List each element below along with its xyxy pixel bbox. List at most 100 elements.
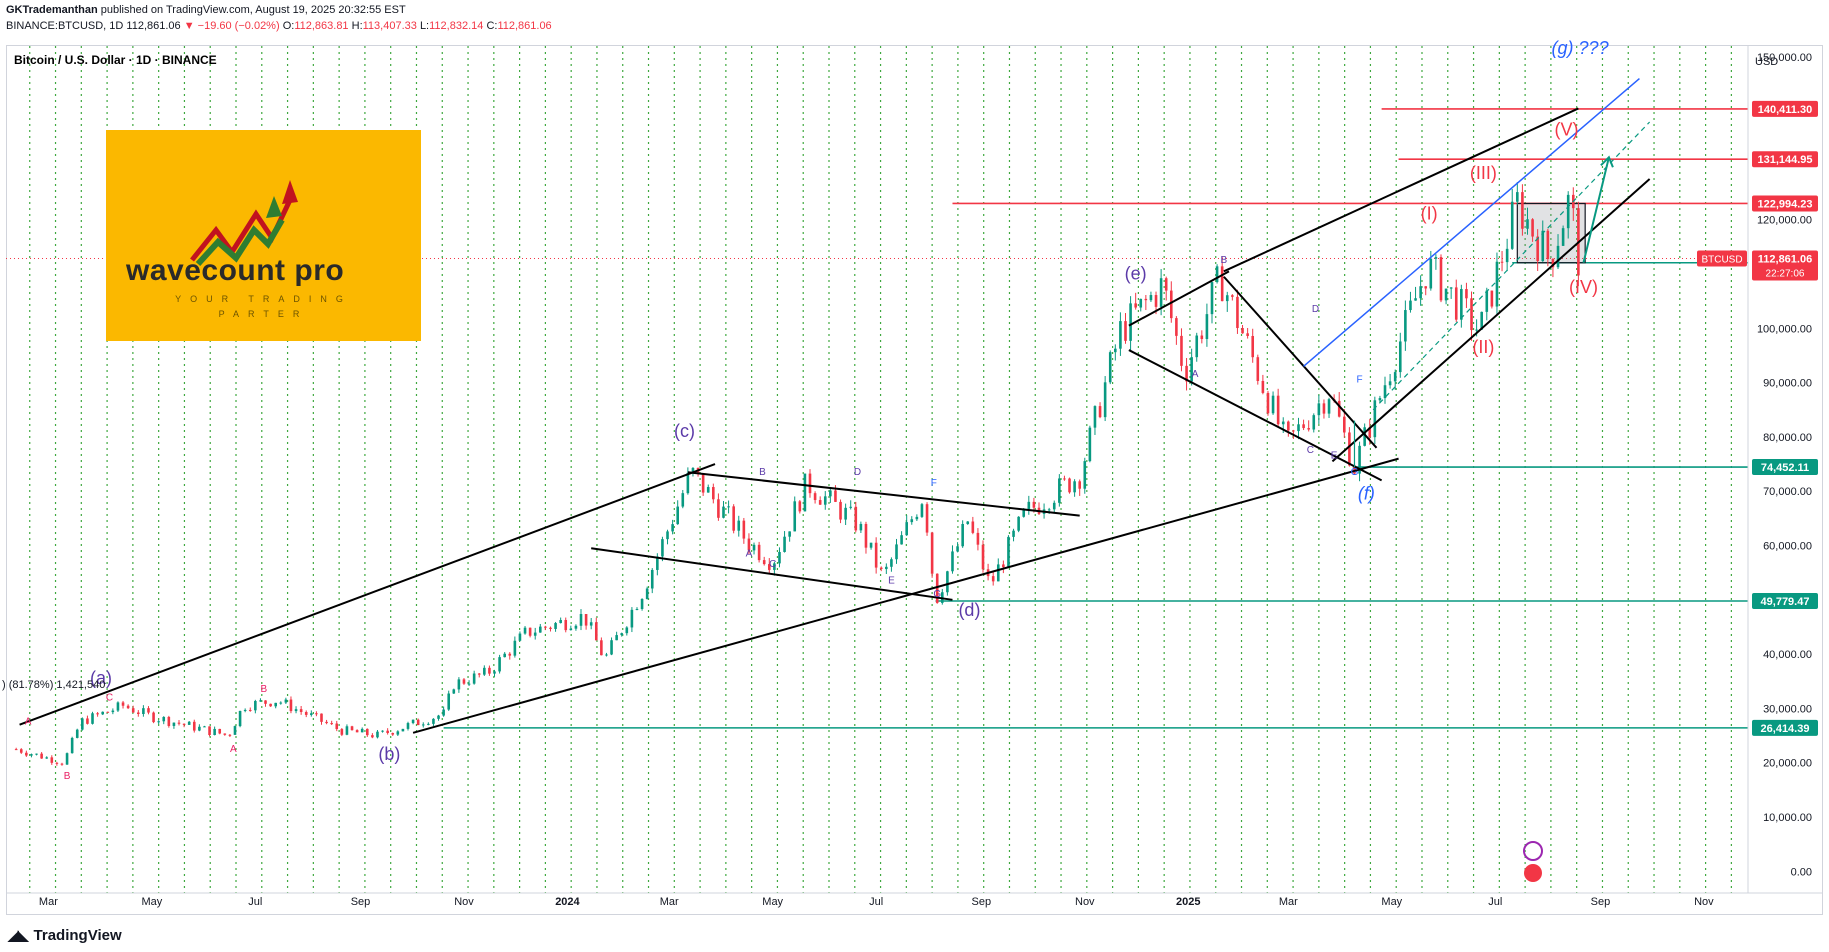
candle-body [131, 708, 135, 713]
candle-body [1287, 421, 1290, 431]
candle-body [126, 705, 130, 709]
candle-body [432, 718, 435, 724]
candle-body [462, 679, 466, 684]
watermark-name: wavecount pro [126, 254, 345, 287]
candle-body [192, 721, 196, 731]
price-tick-label: 60,000.00 [1763, 541, 1812, 553]
price-level-tag [1752, 719, 1818, 736]
time-tick-label: Jul [248, 896, 262, 908]
candle-body [1439, 257, 1443, 301]
candle-body [671, 524, 674, 532]
wave-label: A [25, 717, 32, 728]
candle-body [457, 679, 461, 690]
price-axis[interactable]: 140,411.30131,144.95122,994.23112,077.32… [1697, 46, 1818, 893]
price-level-tag [1752, 459, 1818, 476]
footer-brand[interactable]: ◢◣ TradingView [8, 927, 122, 944]
wave-labels-layer: (a) (b) (c) (d) (e) (f) (g) ??? (I) (II) (III) (IV… [25, 38, 1609, 882]
wave-label: B [260, 684, 267, 695]
candle-body [1505, 248, 1509, 263]
candle-body [304, 712, 308, 715]
wave-label: (d) [958, 600, 980, 620]
candle-body [1398, 341, 1402, 373]
candle-body [813, 493, 817, 501]
price-tick-label: 70,000.00 [1763, 486, 1812, 498]
trend-line [1128, 349, 1383, 482]
candle-body [1281, 421, 1285, 425]
candle-body [483, 667, 486, 675]
wave-label: C [769, 559, 776, 570]
candle-body [421, 724, 425, 726]
candle-body [116, 702, 120, 711]
publisher-author[interactable]: GKTrademanthan [6, 4, 98, 16]
candle-body [340, 729, 344, 735]
candle-body [1424, 286, 1428, 289]
candle-body [386, 730, 389, 734]
candle-body [544, 626, 547, 628]
price-axis-unit[interactable]: USD [1755, 56, 1778, 68]
price-tick-label: 150,000.00 [1757, 52, 1812, 64]
arrow-head-icon [1600, 155, 1614, 168]
candle-body [559, 620, 562, 624]
candle-body [60, 763, 64, 765]
candle-body [1454, 287, 1458, 320]
candle-body [325, 721, 328, 724]
candle-body [355, 730, 359, 733]
candle-body [594, 622, 598, 641]
wave-label: D [854, 467, 861, 478]
ohlc-high: 113,407.33 [362, 20, 417, 32]
candle-body [1002, 564, 1005, 568]
candle-body [269, 703, 272, 707]
candle-body [1322, 403, 1326, 414]
wave-label: B [64, 771, 71, 782]
candle-body [1373, 400, 1377, 438]
candle-body [691, 467, 695, 473]
time-axis[interactable]: Mar May Jul Sep Nov 2024 Mar May Jul Sep Nov 2025 Ma… [6, 892, 1823, 908]
candle-body [549, 627, 552, 629]
candle-body [1414, 298, 1417, 301]
candle-body [488, 667, 491, 674]
candle-body [849, 506, 853, 508]
candle-body [966, 521, 970, 524]
wave-label: A [1192, 369, 1199, 380]
time-tick-label: May [762, 896, 783, 908]
candle-body [279, 702, 283, 704]
candle-body [1261, 380, 1265, 393]
candle-body [915, 516, 919, 520]
price-tick-label: 40,000.00 [1763, 649, 1812, 661]
wave-label: (III) [1470, 163, 1497, 183]
candle-body [137, 712, 140, 715]
candle-body [1404, 310, 1407, 342]
candle-body [1363, 427, 1366, 446]
wave-label: A [746, 548, 753, 559]
candle-body [213, 728, 216, 736]
candle-body [1017, 516, 1020, 531]
candle-body [803, 473, 807, 512]
chart-frame[interactable] [6, 45, 1823, 915]
price-tick-label: 10,000.00 [1763, 812, 1812, 824]
candle-body [1225, 295, 1229, 302]
chart-title: Bitcoin / U.S. Dollar · 1D · BINANCE [14, 53, 217, 67]
candle-body [1551, 258, 1555, 268]
price-level-label: 26,414.39 [1761, 723, 1810, 735]
candle-body [91, 713, 94, 724]
trend-lines-layer [19, 78, 1651, 734]
candle-body [411, 719, 415, 724]
candle-body [961, 523, 964, 547]
candle-body [1556, 245, 1560, 268]
candle-body [274, 702, 277, 707]
candle-body [401, 728, 405, 732]
candle-body [86, 718, 89, 724]
candle-body [1052, 502, 1056, 510]
candle-body [1541, 230, 1545, 262]
candle-body [467, 683, 471, 685]
candle-body [976, 532, 980, 545]
candle-body [610, 640, 613, 655]
candle-body [727, 506, 730, 508]
candle-body [330, 723, 333, 725]
candle-body [1159, 278, 1163, 307]
candle-body [1388, 381, 1392, 386]
time-tick-label: Jul [1488, 896, 1502, 908]
candle-body [40, 753, 43, 759]
candle-body [905, 522, 908, 536]
